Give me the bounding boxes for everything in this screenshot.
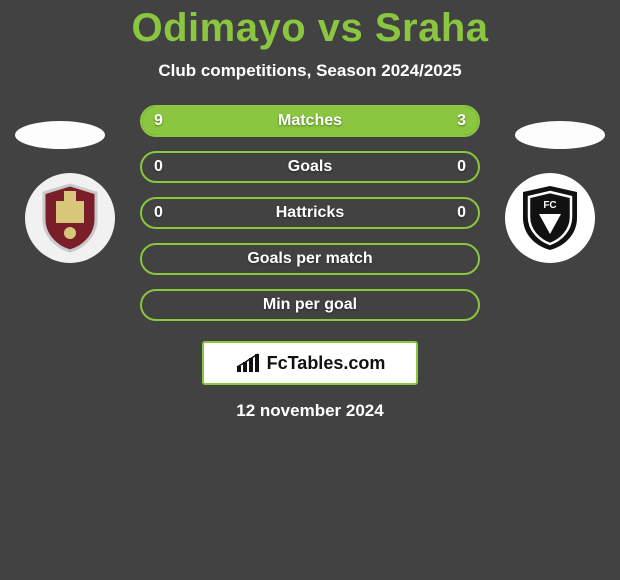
subtitle: Club competitions, Season 2024/2025: [0, 61, 620, 81]
stat-value-right: 0: [457, 158, 466, 176]
player-chip-right: [515, 121, 605, 149]
stat-row: 0 0 Goals: [140, 151, 480, 183]
brand-badge: FcTables.com: [202, 341, 418, 385]
shield-icon: FC: [519, 184, 581, 252]
stat-value-left: 0: [154, 158, 163, 176]
stat-label: Min per goal: [263, 296, 357, 314]
stats-list: 9 3 Matches 0 0 Goals 0 0 Hattricks Goals per mat…: [140, 105, 480, 321]
shield-icon: [40, 183, 100, 253]
club-crest-left: [25, 173, 115, 263]
page-title: Odimayo vs Sraha: [0, 0, 620, 51]
player-chip-left: [15, 121, 105, 149]
stat-value-right: 0: [457, 204, 466, 222]
date-label: 12 november 2024: [0, 401, 620, 421]
stat-row: 9 3 Matches: [140, 105, 480, 137]
stat-fill-left: [142, 107, 394, 135]
stat-row: 0 0 Hattricks: [140, 197, 480, 229]
svg-text:FC: FC: [543, 200, 556, 211]
comparison-panel: FC 9 3 Matches 0 0 Goals 0 0 Hattricks Goals per …: [0, 105, 620, 421]
stat-value-left: 9: [154, 112, 163, 130]
stat-label: Goals: [288, 158, 332, 176]
bar-chart-icon: [235, 352, 261, 374]
stat-label: Matches: [278, 112, 342, 130]
stat-value-right: 3: [457, 112, 466, 130]
stat-label: Hattricks: [276, 204, 344, 222]
stat-value-left: 0: [154, 204, 163, 222]
stat-row: Goals per match: [140, 243, 480, 275]
club-crest-right: FC: [505, 173, 595, 263]
stat-label: Goals per match: [247, 250, 372, 268]
brand-text: FcTables.com: [267, 353, 386, 374]
stat-row: Min per goal: [140, 289, 480, 321]
